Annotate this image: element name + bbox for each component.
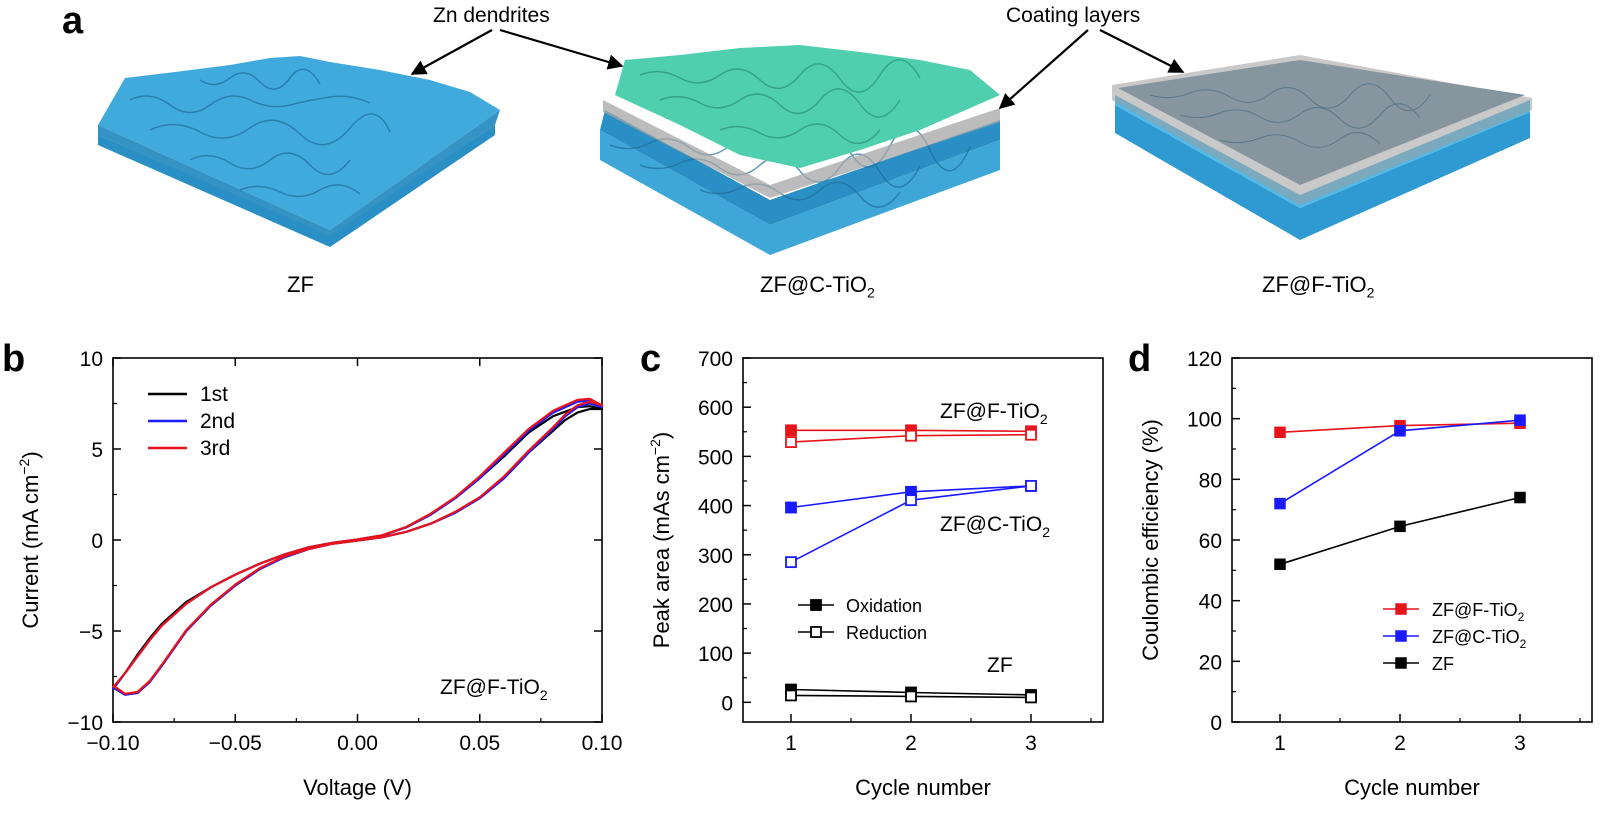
chart-c-marker [1025, 428, 1037, 441]
chart-b-y-tick-label: 10 [80, 348, 103, 371]
chart-c-marker [905, 494, 917, 507]
chart-c-y-tick-label: 300 [698, 545, 733, 568]
chart-b-legend-label: 1st [200, 383, 228, 406]
chart-c-legend-label: Reduction [846, 623, 927, 643]
chart-d-legend-marker [1395, 603, 1407, 615]
chart-d-marker [1394, 520, 1406, 533]
chart-c-marker [785, 501, 797, 514]
chart-c-marker [905, 429, 917, 442]
chart-b-x-tick-label: −0.10 [86, 732, 139, 755]
chart-d-plot-frame [1231, 357, 1593, 723]
chart-b-x-tick-label: 0.05 [459, 732, 500, 755]
chart-d-y-tick-label: 80 [1199, 469, 1222, 492]
chart-d-y-tick-label: 100 [1187, 409, 1222, 432]
chart-d-marker [1274, 497, 1286, 510]
chart-c-x-axis-label: Cycle number [855, 775, 991, 800]
chart-b-x-tick-label: −0.05 [209, 732, 262, 755]
chart-d-x-tick-label: 3 [1514, 732, 1526, 755]
chart-c-x-tick-label: 2 [905, 732, 917, 755]
chart-b-legend-label: 3rd [200, 437, 230, 460]
coating-layers-callout: Coating layers [1006, 4, 1141, 27]
chart-c-legend-label: Oxidation [846, 596, 922, 616]
chart-c-y-tick-label: 700 [698, 348, 733, 371]
panel-b-letter: b [2, 338, 26, 380]
chart-c-y-tick-label: 500 [698, 446, 733, 469]
chart-d-y-axis-label: Coulombic efficiency (%) [1138, 419, 1163, 661]
chart-c-y-axis-label: Peak area (mAs cm−2) [647, 432, 674, 648]
panel-a-letter: a [62, 0, 84, 42]
chart-d-legend-label: ZF@C-TiO2 [1432, 627, 1527, 651]
chart-c-marker [905, 690, 917, 703]
caption-zf: ZF [287, 272, 314, 297]
chart-d-y-tick-label: 0 [1210, 712, 1222, 735]
zn-dendrites-callout: Zn dendrites [433, 4, 550, 27]
chart-c-legend-marker [810, 626, 822, 638]
chart-b-y-tick-label: −10 [67, 712, 103, 735]
electrode-illustration [98, 28, 1532, 255]
chart-d-x-axis-label: Cycle number [1344, 775, 1480, 800]
chart-b-x-tick-label: 0.10 [582, 732, 623, 755]
chart-b-annotation: ZF@F-TiO2 [440, 676, 548, 703]
chart-c-x-tick-label: 3 [1025, 732, 1037, 755]
chart-c-y-tick-label: 600 [698, 397, 733, 420]
chart-b-y-axis-label: Current (mA cm−2) [16, 451, 43, 628]
chart-c-x-tick-label: 1 [785, 732, 797, 755]
zf-f-tio2-electrode [1112, 55, 1532, 240]
chart-c-marker [1025, 479, 1037, 492]
chart-d-marker [1394, 425, 1406, 437]
chart-d-legend-label: ZF@F-TiO2 [1432, 600, 1525, 624]
chart-c-marker [785, 689, 797, 702]
chart-c-marker [785, 556, 797, 569]
panel-d-letter: d [1128, 338, 1152, 380]
chart-c-y-tick-label: 400 [698, 496, 733, 519]
chart-c-annotation-c-tio2: ZF@C-TiO2 [940, 513, 1050, 540]
caption-zf-c-tio2: ZF@C-TiO2 [760, 272, 875, 301]
chart-c-marker [785, 436, 797, 449]
chart-d-marker [1514, 491, 1526, 504]
chart-c-annotation-zf: ZF [987, 654, 1013, 677]
chart-d-legend-marker [1395, 630, 1407, 642]
chart-c-legend-marker [810, 599, 822, 611]
chart-b-x-axis-label: Voltage (V) [303, 775, 412, 800]
chart-d-y-tick-label: 60 [1199, 530, 1222, 553]
zf-electrode [98, 56, 500, 247]
chart-d-y-tick-label: 20 [1199, 651, 1222, 674]
chart-b-y-tick-label: −5 [79, 621, 103, 644]
chart-b-y-tick-label: 0 [91, 530, 103, 553]
chart-d-legend-marker [1395, 657, 1407, 669]
chart-b-y-tick-label: 5 [91, 439, 103, 462]
chart-d-marker [1274, 426, 1286, 439]
chart-d-marker [1274, 558, 1286, 571]
chart-c-y-tick-label: 0 [721, 692, 733, 715]
panel-c-letter: c [640, 338, 662, 380]
callout-arrows [410, 28, 1185, 110]
chart-d-marker [1514, 414, 1526, 426]
chart-c-y-tick-label: 100 [698, 643, 733, 666]
chart-d-x-tick-label: 1 [1274, 732, 1286, 755]
chart-c-y-tick-label: 200 [698, 594, 733, 617]
chart-c-marker [785, 424, 797, 437]
zf-c-tio2-electrode [600, 45, 1000, 255]
chart-c-annotation-f-tio2: ZF@F-TiO2 [940, 400, 1048, 427]
chart-d-legend-label: ZF [1432, 654, 1454, 674]
caption-zf-f-tio2: ZF@F-TiO2 [1262, 272, 1375, 301]
chart-c-marker [1025, 691, 1037, 704]
chart-d-y-tick-label: 120 [1187, 348, 1222, 371]
chart-c-plot-frame [742, 357, 1104, 723]
chart-d-y-tick-label: 40 [1199, 591, 1222, 614]
chart-b-x-tick-label: 0.00 [337, 732, 378, 755]
chart-b-legend-label: 2nd [200, 410, 235, 433]
chart-b-series-3rd [112, 397, 604, 695]
chart-d-x-tick-label: 2 [1394, 732, 1406, 755]
